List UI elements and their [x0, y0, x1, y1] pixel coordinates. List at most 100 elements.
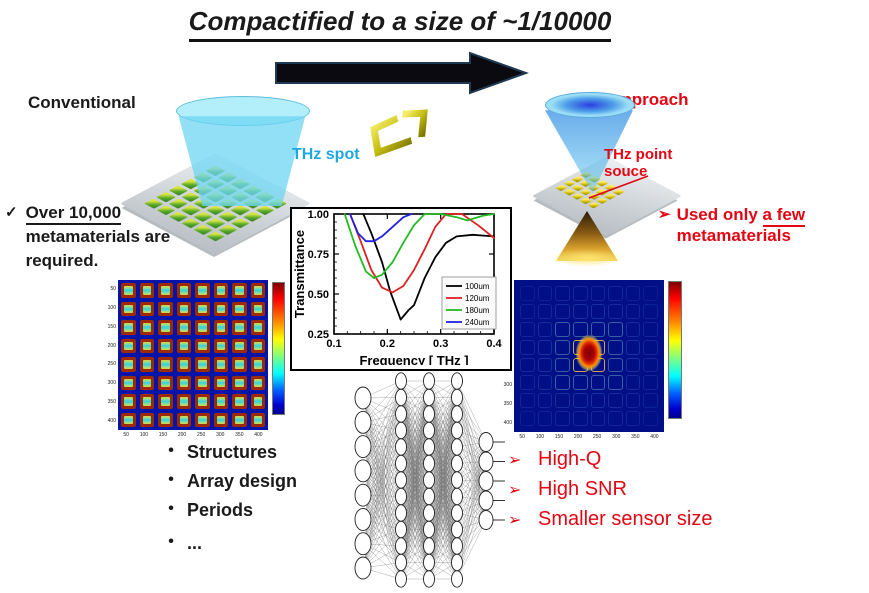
heatmap-cell: [572, 286, 588, 301]
heatmap-cell: [555, 321, 570, 337]
heatmap-cell: [608, 286, 623, 301]
left-heatmap: [118, 280, 268, 430]
conventional-note: ✓ Over 10,000 metamaterials are required…: [5, 201, 270, 273]
neural-network-diagram: [354, 372, 505, 588]
heatmap-cell: [537, 411, 553, 426]
heatmap-cell: [120, 411, 137, 428]
focused-thz-cone-top-icon: [545, 92, 635, 118]
heatmap-cell: [520, 411, 535, 426]
axis-tick-label: 400: [107, 417, 116, 424]
thz-wide-beam-icon: [178, 116, 306, 206]
heatmap-cell: [157, 282, 174, 299]
heatmap-cell: [572, 375, 588, 391]
heatmap-cell: [157, 374, 174, 391]
axis-tick-label: 300: [107, 380, 116, 387]
heatmap-cell: [555, 411, 570, 426]
list-item: ➢ High-Q: [508, 448, 798, 471]
heatmap-cell: [231, 282, 248, 299]
list-item-label: Smaller sensor size: [538, 508, 713, 530]
heatmap-cell: [249, 393, 266, 410]
heatmap-cell: [590, 303, 606, 319]
heatmap-cell: [590, 411, 606, 426]
heatmap-cell: [231, 337, 248, 354]
heatmap-cell: [194, 393, 211, 410]
list-item-label: High SNR: [538, 478, 627, 500]
heatmap-cell: [138, 356, 155, 373]
list-item: • Periods: [155, 500, 365, 521]
list-item-label: Structures: [187, 442, 278, 462]
left-heatmap-y-axis: 50 100 150 200 250 300 350 400: [100, 280, 116, 430]
heatmap-cell: [537, 286, 553, 301]
checkmark-icon: ✓: [5, 204, 18, 221]
heatmap-cell: [643, 286, 658, 301]
bullet-icon: •: [168, 471, 174, 488]
heatmap-cell: [231, 393, 248, 410]
heatmap-cell: [249, 282, 266, 299]
axis-tick-label: 400: [254, 432, 263, 438]
heatmap-cell: [625, 339, 641, 355]
bullet-icon: ➢: [508, 512, 522, 529]
right-colorbar: [668, 281, 682, 419]
heatmap-cell: [212, 300, 229, 317]
heatmap-cell: [138, 282, 155, 299]
thz-point-source-line1: THz point: [604, 146, 673, 163]
metamaterials-are-text: metamaterials are: [25, 227, 171, 246]
heatmap-cell: [520, 357, 535, 373]
heatmap-cell: [555, 375, 570, 391]
axis-tick-label: 200: [573, 434, 583, 440]
heatmap-cell: [194, 319, 211, 336]
axis-tick-label: 400: [503, 419, 512, 426]
heatmap-cell: [249, 356, 266, 373]
axis-tick-label: 300: [612, 434, 621, 440]
list-item: ➢ High SNR: [508, 478, 798, 501]
heatmap-cell: [194, 337, 211, 354]
split-ring-resonator-icon: [370, 109, 428, 158]
heatmap-cell: [537, 303, 553, 319]
heatmap-cell: [590, 321, 606, 337]
heatmap-cell: [643, 375, 658, 391]
heatmap-cell: [590, 375, 606, 391]
svg-text:0.4: 0.4: [486, 338, 502, 350]
heatmap-cell: [138, 411, 155, 428]
heatmap-cell: [572, 393, 588, 409]
axis-tick-label: 250: [107, 361, 116, 368]
heatmap-cell: [625, 393, 641, 409]
svg-text:0.75: 0.75: [308, 249, 329, 261]
heatmap-cell: [572, 411, 588, 426]
heatmap-cell: [231, 374, 248, 391]
metamaterials-text: metamaterials: [676, 226, 791, 245]
heatmap-cell: [643, 303, 658, 319]
design-params-list: • Structures • Array design • Periods •...: [155, 442, 365, 562]
svg-text:240um: 240um: [465, 318, 490, 327]
list-item: ➢ Smaller sensor size: [508, 508, 798, 531]
axis-tick-label: 100: [535, 434, 545, 440]
heatmap-cell: [520, 393, 535, 409]
heatmap-cell: [572, 303, 588, 319]
page-title: Compactified to a size of ~1/10000: [150, 6, 650, 42]
heatmap-cell: [643, 357, 658, 373]
heatmap-cell: [555, 393, 570, 409]
bullet-icon: ➢: [508, 482, 522, 499]
heatmap-cell: [231, 411, 248, 428]
heatmap-cell: [120, 319, 137, 336]
heatmap-cell: [157, 300, 174, 317]
transmittance-chart-plot: 0.1 0.2 0.3 0.4 0.25 0.50 0.75 1.00 100um 120um 18…: [292, 209, 503, 368]
arrow-bullet-icon: ➢: [658, 206, 671, 223]
axis-tick-label: 50: [110, 286, 116, 293]
heatmap-cell: [175, 393, 192, 410]
axis-tick-label: 150: [107, 323, 116, 330]
page-title-text: Compactified to a size of ~1/10000: [188, 6, 612, 42]
heatmap-cell: [138, 300, 155, 317]
heatmap-cell: [212, 319, 229, 336]
axis-tick-label: 350: [631, 434, 640, 440]
heatmap-cell: [194, 411, 211, 428]
heatmap-cell: [520, 303, 535, 319]
heatmap-cell: [138, 319, 155, 336]
heatmap-cell: [231, 300, 248, 317]
conventional-label: Conventional: [28, 93, 136, 112]
left-heatmap-x-axis: 50 100 150 200 250 300 350 400: [118, 432, 268, 438]
heatmap-cell: [590, 393, 606, 409]
heatmap-cell: [194, 282, 211, 299]
svg-text:120um: 120um: [465, 294, 490, 303]
